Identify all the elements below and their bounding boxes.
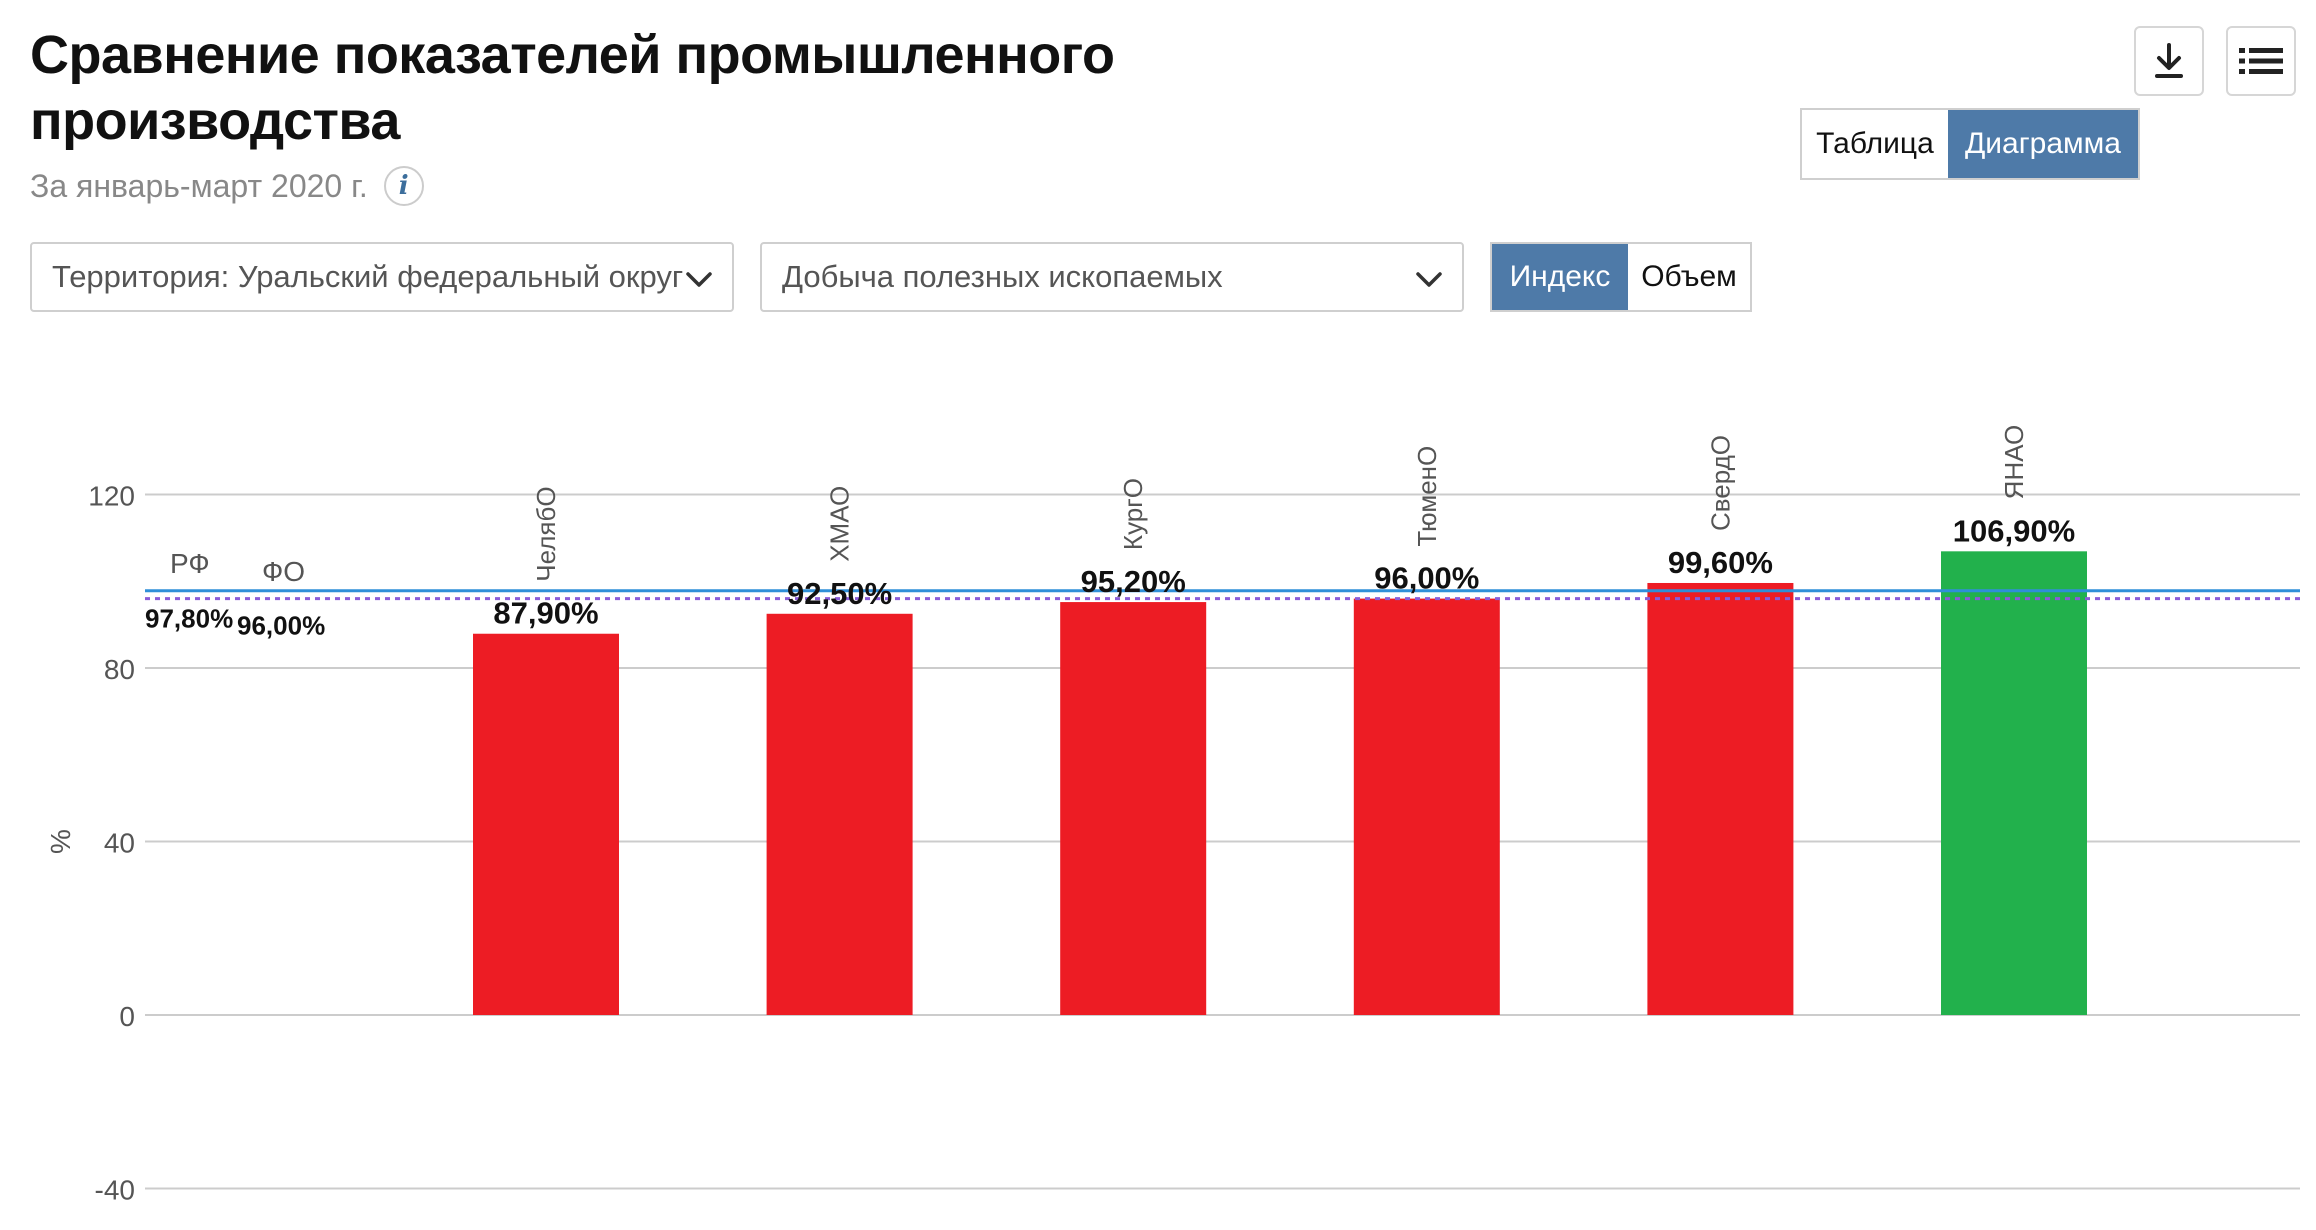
bar bbox=[1353, 598, 1500, 1015]
mode-toggle: Индекс Объем bbox=[1490, 242, 1752, 312]
territory-select-value: Территория: Уральский федеральный округ bbox=[52, 259, 684, 294]
category-label: ХМАО bbox=[825, 486, 855, 562]
mode-volume[interactable]: Объем bbox=[1641, 260, 1737, 293]
category-label: ЧелябО bbox=[531, 486, 561, 581]
category-label: КургО bbox=[1118, 478, 1148, 550]
reference-value-rf: 97,80% bbox=[145, 604, 233, 634]
info-icon[interactable]: i bbox=[383, 166, 424, 206]
bar bbox=[1060, 602, 1207, 1015]
y-axis-label: % bbox=[45, 829, 76, 854]
data-label: 92,50% bbox=[787, 576, 892, 611]
mode-index[interactable]: Индекс bbox=[1492, 244, 1628, 310]
reference-value-fo: 96,00% bbox=[237, 611, 325, 641]
y-tick-label: -40 bbox=[95, 1175, 135, 1206]
data-label: 87,90% bbox=[493, 596, 598, 631]
category-label: ЯНАО bbox=[1999, 425, 2029, 500]
indicator-select-value: Добыча полезных ископаемых bbox=[782, 259, 1223, 294]
y-tick-label: 40 bbox=[104, 828, 135, 859]
category-label: ТюменО bbox=[1412, 446, 1442, 547]
tab-chart[interactable]: Диаграмма bbox=[1948, 110, 2138, 178]
reference-name-rf: РФ bbox=[170, 548, 210, 579]
bar bbox=[1941, 551, 2087, 1015]
tab-table[interactable]: Таблица bbox=[1816, 127, 1934, 160]
y-tick-label: 0 bbox=[119, 1001, 135, 1032]
data-label: 95,20% bbox=[1081, 564, 1186, 599]
bar bbox=[766, 613, 913, 1015]
menu-button[interactable] bbox=[2226, 26, 2296, 96]
bar bbox=[1647, 582, 1794, 1015]
list-icon bbox=[2239, 48, 2283, 74]
data-label: 96,00% bbox=[1374, 561, 1479, 596]
bar bbox=[473, 633, 619, 1015]
view-toggle: Таблица Диаграмма bbox=[1800, 108, 2140, 180]
territory-select[interactable]: Территория: Уральский федеральный округ bbox=[30, 242, 734, 312]
subtitle-row: За январь-март 2020 г. i bbox=[30, 166, 424, 206]
period-subtitle: За январь-март 2020 г. bbox=[30, 167, 368, 204]
data-label: 99,60% bbox=[1668, 545, 1773, 580]
chevron-down-icon bbox=[686, 272, 712, 287]
data-label: 106,90% bbox=[1953, 513, 2075, 548]
y-tick-label: 120 bbox=[88, 481, 135, 512]
page-title: Сравнение показателей промышленного прои… bbox=[30, 25, 1115, 151]
indicator-select[interactable]: Добыча полезных ископаемых bbox=[760, 242, 1464, 312]
reference-name-fo: ФО bbox=[262, 556, 305, 587]
y-tick-label: 80 bbox=[104, 654, 135, 685]
download-button[interactable] bbox=[2134, 26, 2204, 96]
download-icon bbox=[2155, 43, 2183, 78]
chevron-down-icon bbox=[1416, 272, 1442, 287]
category-label: СвердО bbox=[1705, 435, 1735, 531]
